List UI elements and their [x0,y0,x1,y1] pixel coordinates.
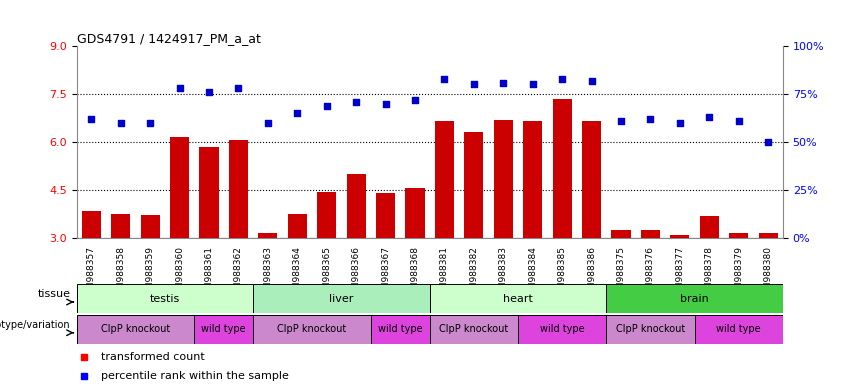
Bar [465,132,483,238]
Point [350,99,363,105]
Point [379,101,392,107]
Bar [582,121,601,238]
Bar [317,192,336,238]
Bar [700,216,719,238]
Bar [376,193,395,238]
Point [173,85,186,91]
Bar [430,284,606,313]
Point [732,118,745,124]
Bar [641,230,660,238]
Bar [77,284,254,313]
Bar [229,141,248,238]
Text: wild type: wild type [378,324,423,334]
Bar [523,121,542,238]
Text: wild type: wild type [717,324,761,334]
Point [614,118,628,124]
Bar [371,315,430,344]
Point [261,120,275,126]
Bar [606,284,783,313]
Bar [254,284,430,313]
Point [496,79,510,86]
Bar [346,174,366,238]
Text: ClpP knockout: ClpP knockout [616,324,685,334]
Text: ClpP knockout: ClpP knockout [100,324,170,334]
Bar [435,121,454,238]
Bar [140,215,160,238]
Text: genotype/variation: genotype/variation [0,320,71,330]
Bar [111,214,130,238]
Point [290,110,304,116]
Bar [671,235,689,238]
Bar [552,99,572,238]
Point [437,76,451,82]
Text: ClpP knockout: ClpP knockout [439,324,509,334]
Point [762,139,775,145]
Bar [612,230,631,238]
Bar [430,315,518,344]
Point [231,85,245,91]
Bar [254,315,371,344]
Text: GDS4791 / 1424917_PM_a_at: GDS4791 / 1424917_PM_a_at [77,32,260,45]
Text: heart: heart [503,293,533,304]
Point [84,116,98,122]
Bar [494,120,513,238]
Bar [606,315,694,344]
Bar [288,214,307,238]
Point [467,81,481,88]
Bar [758,233,778,238]
Point [114,120,128,126]
Text: percentile rank within the sample: percentile rank within the sample [101,371,289,381]
Point [203,89,216,95]
Bar [82,211,101,238]
Text: tissue: tissue [37,289,71,299]
Text: liver: liver [329,293,354,304]
Bar [199,147,219,238]
Point [585,78,598,84]
Bar [518,315,606,344]
Point [143,120,157,126]
Point [673,120,687,126]
Bar [170,137,189,238]
Point [556,76,569,82]
Text: brain: brain [680,293,709,304]
Point [643,116,657,122]
Text: wild type: wild type [540,324,585,334]
Bar [194,315,254,344]
Bar [729,233,748,238]
Text: testis: testis [150,293,180,304]
Bar [694,315,783,344]
Point [703,114,717,120]
Point [320,103,334,109]
Text: wild type: wild type [202,324,246,334]
Bar [405,189,425,238]
Text: ClpP knockout: ClpP knockout [277,324,346,334]
Point [408,97,422,103]
Bar [77,315,194,344]
Point [526,81,540,88]
Bar [259,233,277,238]
Text: transformed count: transformed count [101,352,205,362]
